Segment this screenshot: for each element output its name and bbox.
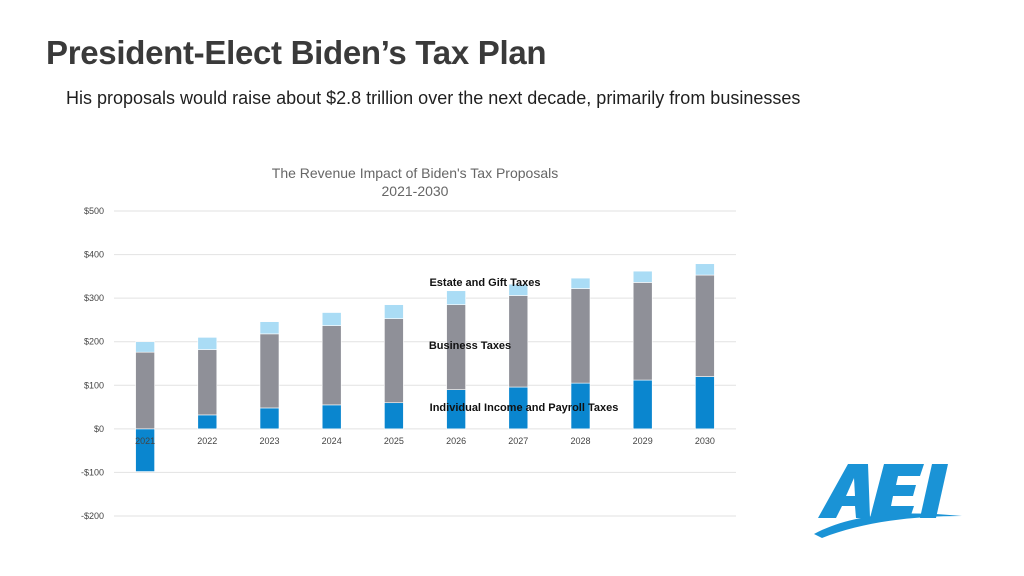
y-tick-label: $300 (84, 293, 104, 303)
bar-estate-and-gift-taxes-2024 (321, 312, 342, 326)
gridlines (114, 210, 736, 517)
x-tick-label: 2026 (446, 436, 466, 446)
annotation-business: Business Taxes (429, 340, 511, 352)
bar-estate-and-gift-taxes-2030 (695, 263, 715, 276)
chart-title: The Revenue Impact of Biden's Tax Propos… (272, 165, 558, 181)
x-tick-label: 2025 (384, 436, 404, 446)
bar-estate-and-gift-taxes-2025 (384, 304, 404, 319)
bar-business-taxes-2029 (632, 282, 653, 381)
aei-logo-mark (814, 464, 962, 538)
x-tick-label: 2023 (259, 436, 279, 446)
bar-business-taxes-2024 (321, 325, 342, 406)
bar-individual-income-and-payroll-taxes-2030 (695, 376, 715, 430)
y-tick-label: $0 (94, 424, 104, 434)
bar-individual-income-and-payroll-taxes-2023 (259, 407, 280, 430)
chart-subtitle: 2021-2030 (382, 183, 449, 199)
x-tick-label: 2030 (695, 436, 715, 446)
y-tick-label: $500 (84, 206, 104, 216)
x-tick-label: 2028 (570, 436, 590, 446)
slide-subtitle: His proposals would raise about $2.8 tri… (66, 88, 801, 108)
x-axis-labels: 2021 2022 2023 2024 2025 2026 2027 2028 2029 2030 (135, 436, 715, 446)
x-tick-label: 2024 (322, 436, 342, 446)
y-tick-label: $400 (84, 250, 104, 260)
bar-individual-income-and-payroll-taxes-2024 (321, 404, 342, 430)
bar-individual-income-and-payroll-taxes-2029 (632, 379, 653, 430)
bar-estate-and-gift-taxes-2022 (197, 337, 218, 350)
bar-individual-income-and-payroll-taxes-2022 (197, 414, 218, 430)
slide-title: President-Elect Biden’s Tax Plan (46, 34, 547, 71)
x-tick-label: 2021 (135, 436, 155, 446)
bar-business-taxes-2022 (197, 349, 218, 416)
bar-estate-and-gift-taxes-2021 (135, 341, 155, 353)
annotation-estate-gift: Estate and Gift Taxes (429, 277, 540, 289)
aei-logo (814, 464, 962, 538)
bar-individual-income-and-payroll-taxes-2025 (384, 402, 404, 430)
bar-business-taxes-2028 (570, 288, 591, 384)
bar-estate-and-gift-taxes-2026 (446, 290, 466, 305)
bar-estate-and-gift-taxes-2023 (259, 321, 280, 335)
annotation-individual-payroll: Individual Income and Payroll Taxes (430, 402, 619, 414)
y-tick-label: -$200 (81, 511, 104, 521)
y-tick-label: $100 (84, 380, 104, 390)
x-tick-label: 2029 (633, 436, 653, 446)
y-axis-labels: -$200 -$100 $0 $100 $200 $300 $400 $500 (81, 206, 104, 521)
bar-business-taxes-2023 (259, 333, 280, 409)
y-tick-label: $200 (84, 337, 104, 347)
bar-estate-and-gift-taxes-2027 (508, 283, 529, 296)
x-tick-label: 2027 (508, 436, 528, 446)
x-tick-label: 2022 (197, 436, 217, 446)
bar-business-taxes-2030 (695, 274, 715, 377)
bar-estate-and-gift-taxes-2028 (570, 277, 591, 289)
bar-business-taxes-2027 (508, 295, 529, 388)
bar-business-taxes-2025 (384, 318, 404, 404)
bar-business-taxes-2021 (135, 351, 155, 430)
y-tick-label: -$100 (81, 467, 104, 477)
bar-estate-and-gift-taxes-2029 (632, 270, 653, 283)
bars (135, 263, 715, 472)
